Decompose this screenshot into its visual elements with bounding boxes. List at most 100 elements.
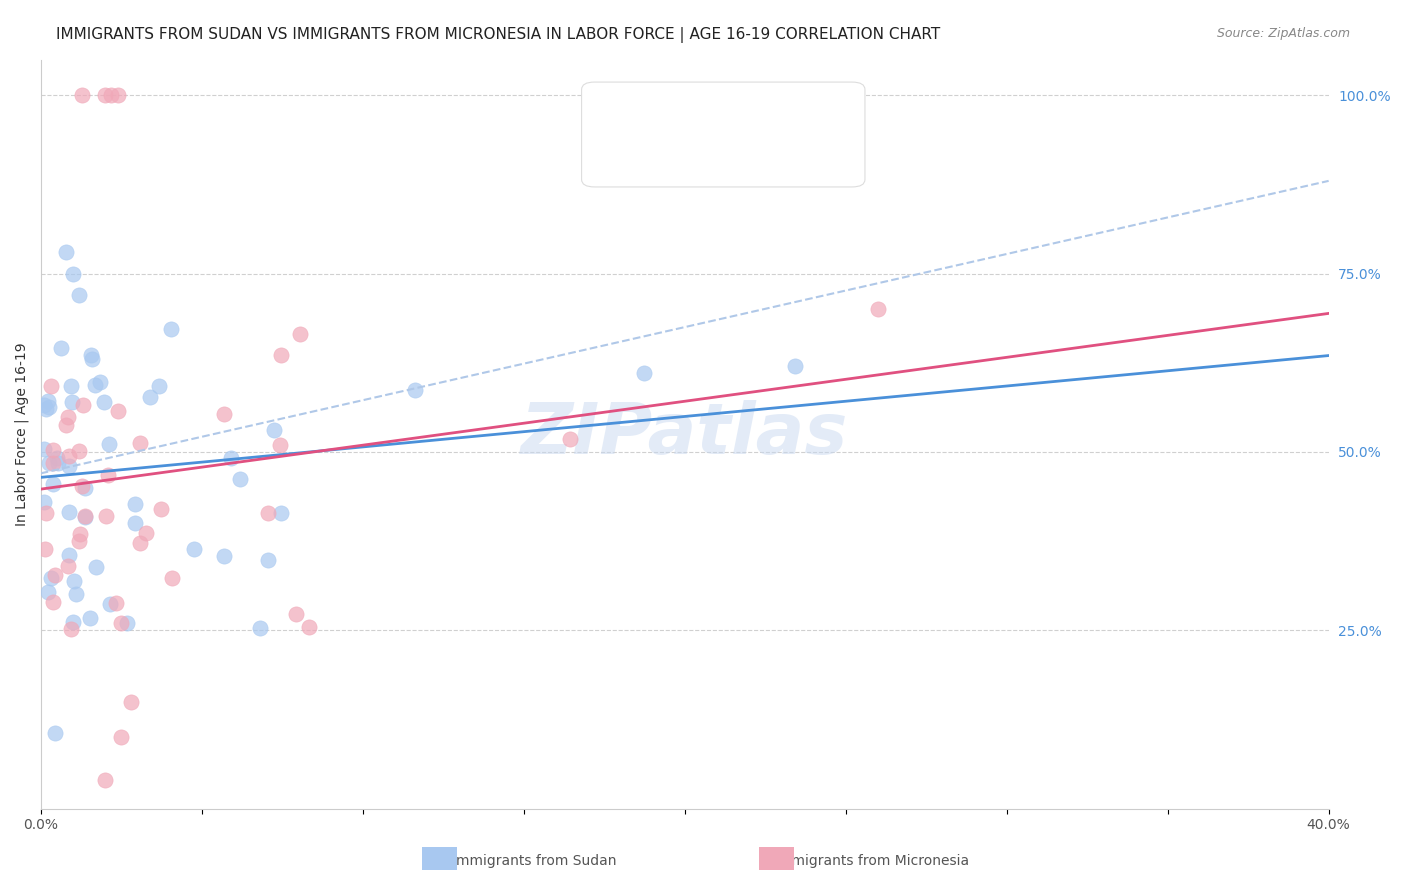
Point: [96, 508, 118, 523]
Point: [55, 245, 77, 260]
Legend: R = 0.201   N = 53, R = 0.309   N = 43: R = 0.201 N = 53, R = 0.309 N = 43: [596, 91, 824, 159]
Point: [44, 726, 66, 740]
Point: [69, 534, 91, 549]
Point: [110, 731, 132, 745]
Point: [34, 542, 56, 557]
Point: [150, 501, 173, 516]
Point: [49, 341, 72, 355]
Point: [63, 574, 86, 588]
Point: [633, 366, 655, 380]
Point: [866, 302, 889, 317]
Point: [269, 438, 291, 452]
Point: [38, 456, 60, 470]
Point: [249, 621, 271, 635]
Point: [41, 442, 63, 457]
Point: [129, 536, 152, 550]
Point: [42, 456, 65, 470]
Point: [32, 399, 55, 413]
Point: [72, 88, 94, 103]
Point: [79, 611, 101, 625]
Point: [37, 584, 59, 599]
Point: [94, 773, 117, 788]
Point: [58, 548, 80, 562]
Point: [404, 383, 426, 397]
Point: [67, 288, 90, 302]
Point: [35, 402, 58, 417]
Point: [558, 432, 581, 446]
Point: [97, 468, 120, 483]
Point: [263, 424, 285, 438]
Point: [288, 326, 311, 341]
Point: [42, 595, 65, 609]
Point: [44, 567, 66, 582]
Text: Immigrants from Sudan: Immigrants from Sudan: [453, 855, 616, 868]
Point: [65, 587, 87, 601]
Point: [124, 497, 146, 511]
Point: [107, 404, 129, 418]
Point: [783, 359, 806, 374]
Point: [32, 495, 55, 509]
Point: [80, 351, 103, 366]
Point: [110, 616, 132, 631]
Point: [229, 472, 252, 486]
Point: [120, 695, 142, 709]
Point: [46, 450, 69, 465]
Point: [94, 88, 117, 103]
Point: [148, 379, 170, 393]
Point: [56, 410, 79, 425]
Point: [124, 516, 146, 530]
Point: [97, 437, 120, 451]
FancyBboxPatch shape: [582, 82, 865, 187]
Point: [256, 552, 278, 566]
Point: [60, 395, 83, 409]
Point: [58, 559, 80, 574]
Point: [55, 417, 77, 432]
Point: [298, 620, 321, 634]
Point: [70, 479, 93, 493]
Point: [39, 379, 62, 393]
Point: [100, 88, 122, 103]
Point: [75, 482, 97, 496]
Text: IMMIGRANTS FROM SUDAN VS IMMIGRANTS FROM MICRONESIA IN LABOR FORCE | AGE 16-19 C: IMMIGRANTS FROM SUDAN VS IMMIGRANTS FROM…: [56, 27, 941, 43]
Point: [39, 571, 62, 585]
Point: [80, 348, 103, 362]
Point: [37, 393, 59, 408]
Point: [214, 549, 236, 563]
Point: [84, 559, 107, 574]
Point: [270, 506, 292, 520]
Point: [75, 510, 97, 524]
Point: [128, 436, 150, 450]
Text: Source: ZipAtlas.com: Source: ZipAtlas.com: [1216, 27, 1350, 40]
Point: [183, 542, 205, 557]
Point: [257, 506, 280, 520]
Point: [46, 456, 69, 470]
Y-axis label: In Labor Force | Age 16-19: In Labor Force | Age 16-19: [15, 343, 30, 526]
Point: [35, 506, 58, 520]
Point: [69, 444, 91, 458]
Point: [93, 395, 115, 409]
Point: [135, 525, 157, 540]
Point: [69, 527, 91, 541]
Point: [212, 407, 235, 421]
Point: [62, 615, 84, 630]
Point: [62, 267, 84, 281]
Point: [58, 450, 80, 464]
Point: [59, 379, 82, 393]
Point: [285, 607, 308, 621]
Point: [58, 505, 80, 519]
Point: [73, 509, 96, 524]
Point: [139, 391, 162, 405]
Point: [98, 597, 121, 611]
Point: [59, 623, 82, 637]
Point: [219, 451, 242, 466]
Point: [89, 376, 111, 390]
Point: [58, 458, 80, 473]
Point: [115, 615, 138, 630]
Point: [42, 477, 65, 491]
Point: [32, 442, 55, 457]
Point: [38, 400, 60, 414]
Point: [107, 88, 129, 103]
Point: [159, 321, 181, 335]
Point: [105, 596, 128, 610]
Point: [72, 398, 94, 412]
